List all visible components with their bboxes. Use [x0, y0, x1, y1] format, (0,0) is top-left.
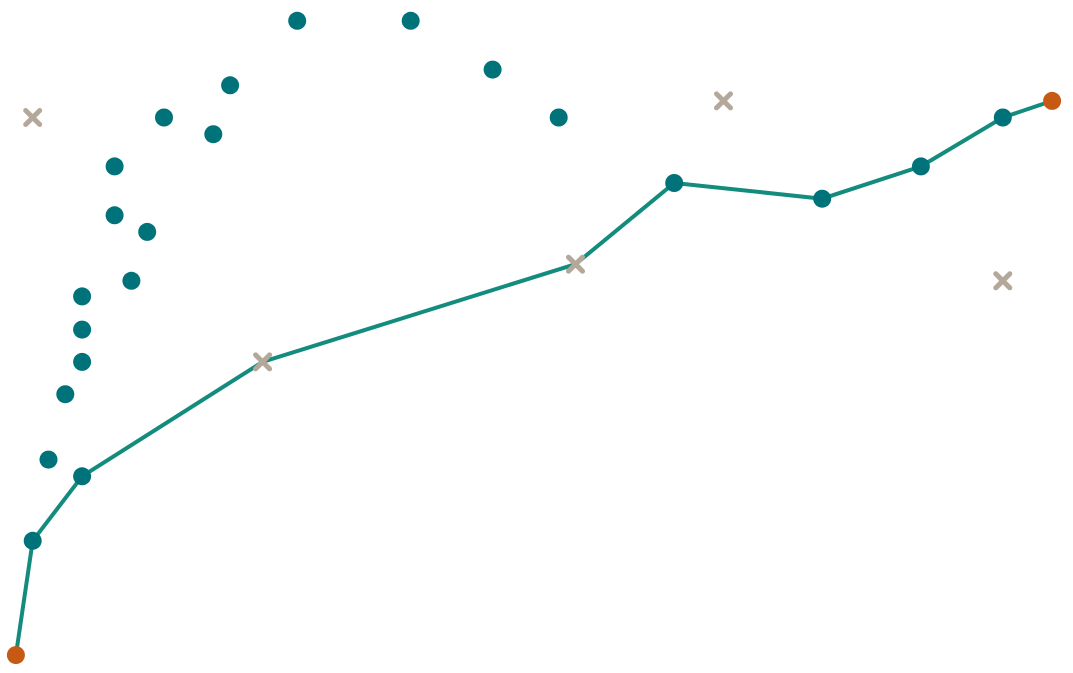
path-point-7	[911, 157, 930, 176]
scatter-point-11	[73, 287, 92, 306]
scatter-point-7	[105, 157, 124, 176]
path-point-6	[813, 189, 832, 208]
path-point-4	[566, 254, 585, 274]
scatter-point-13	[73, 352, 92, 371]
scatter-point-12	[73, 320, 92, 339]
path-line-layer	[13, 98, 1055, 658]
path-point-2	[73, 467, 92, 486]
path-point-8	[993, 108, 1012, 127]
excluded-point-0	[23, 108, 43, 127]
scatter-point-4	[155, 108, 173, 127]
path-point-5	[665, 174, 684, 192]
points-layer	[6, 11, 1062, 665]
scatter-point-10	[122, 271, 141, 290]
scatter-point-2	[221, 76, 240, 95]
scatter-point-15	[39, 450, 58, 469]
scatter-point-0	[288, 11, 307, 30]
path-point-1	[23, 531, 42, 550]
path-point-3	[253, 352, 273, 372]
scatter-point-14	[56, 385, 75, 404]
path-start-point	[6, 646, 25, 665]
scatter-point-1	[401, 11, 420, 30]
scatter-point-9	[138, 222, 157, 241]
scatter-point-8	[105, 206, 124, 225]
path-end-point	[1043, 91, 1062, 110]
excluded-point-2	[993, 271, 1013, 291]
scatter-point-5	[204, 125, 223, 144]
scatter-point-3	[483, 60, 502, 79]
excluded-point-1	[714, 91, 733, 111]
path-line	[13, 98, 1055, 658]
scatter-point-6	[549, 108, 568, 127]
